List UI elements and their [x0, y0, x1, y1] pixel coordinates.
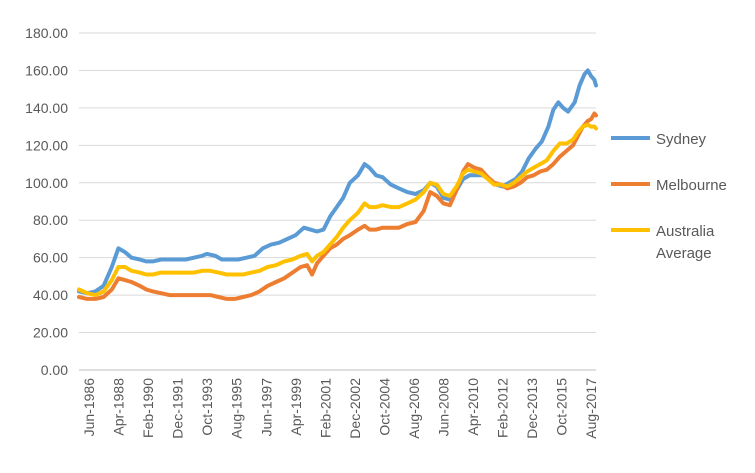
x-tick-label: Jun-2008	[436, 378, 452, 437]
y-tick-label: 80.00	[33, 212, 68, 228]
series-line-australia-average	[77, 122, 598, 298]
y-tick-label: 140.00	[25, 100, 68, 116]
legend-label-melbourne: Melbourne	[656, 177, 727, 194]
legend-label-line: Average	[656, 245, 712, 262]
y-tick-label: 120.00	[25, 137, 68, 153]
legend-label-line: Australia	[656, 223, 715, 240]
x-tick-label: Jun-1997	[258, 378, 274, 437]
x-tick-label: Apr-2010	[465, 378, 481, 436]
x-tick-label: Apr-1999	[288, 378, 304, 436]
x-tick-label: Feb-2001	[317, 378, 333, 438]
series-lines	[77, 68, 598, 301]
y-tick-label: 40.00	[33, 287, 68, 303]
x-tick-label: Feb-1990	[140, 378, 156, 438]
y-tick-label: 180.00	[25, 25, 68, 41]
y-tick-label: 100.00	[25, 175, 68, 191]
x-tick-label: Aug-1995	[229, 378, 245, 439]
x-tick-label: Aug-2006	[406, 378, 422, 439]
x-axis: Jun-1986 Apr-1988 Feb-1990 Dec-1991 Oct-1993…	[81, 378, 599, 439]
series-line-melbourne	[77, 111, 598, 301]
x-tick-label: Oct-2004	[376, 378, 392, 436]
y-tick-label: 160.00	[25, 62, 68, 78]
y-tick-label: 60.00	[33, 250, 68, 266]
x-tick-label: Jun-1986	[81, 378, 97, 437]
y-tick-label: 20.00	[33, 325, 68, 341]
x-tick-label: Dec-2002	[347, 378, 363, 439]
y-tick-label: 0.00	[41, 362, 68, 378]
x-tick-label: Oct-1993	[199, 378, 215, 436]
x-tick-label: Dec-2013	[524, 378, 540, 439]
y-axis: 0.00 20.00 40.00 60.00 80.00 100.00 120.00 140.…	[25, 25, 68, 378]
x-tick-label: Feb-2012	[495, 378, 511, 438]
series-line-sydney	[77, 68, 598, 296]
x-tick-label: Dec-1991	[170, 378, 186, 439]
legend-label-sydney: Sydney	[656, 131, 707, 148]
legend: Sydney Melbourne Australia Average	[611, 131, 727, 262]
x-tick-label: Oct-2015	[554, 378, 570, 436]
x-tick-label: Apr-1988	[111, 378, 127, 436]
gridlines	[79, 32, 596, 371]
x-tick-label: Aug-2017	[583, 378, 599, 439]
legend-label-australia-average: Australia Average	[656, 223, 715, 262]
